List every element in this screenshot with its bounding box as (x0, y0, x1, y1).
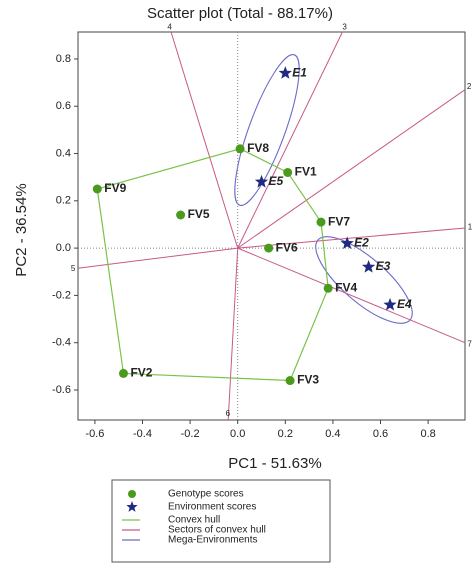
y-tick-label: 0.2 (56, 195, 71, 207)
genotype-point (285, 376, 295, 386)
point-label: E3 (376, 259, 391, 273)
convex-hull (96, 148, 329, 382)
genotype-point (118, 368, 128, 378)
sector-ray (237, 89, 466, 249)
ellipse (234, 54, 300, 206)
sector-ray (237, 227, 466, 249)
sector-label: 3 (342, 23, 347, 32)
sector-ray (227, 248, 239, 421)
y-tick-label: 0.0 (56, 242, 71, 254)
point-label: FV6 (276, 240, 298, 254)
sector-label: 7 (467, 340, 472, 349)
x-tick-label: 0.2 (278, 428, 293, 440)
sector-label: 4 (167, 22, 172, 31)
legend-marker (126, 501, 138, 512)
environment-point (361, 260, 376, 273)
x-tick-label: -0.2 (181, 428, 200, 440)
environment-point (278, 66, 292, 79)
point-label: FV2 (130, 366, 152, 380)
legend-label: Sectors of convex hull (168, 525, 266, 536)
environment-point (383, 297, 397, 311)
point-label: E1 (292, 65, 307, 79)
environment-point (254, 174, 269, 188)
y-axis-label: PC2 - 36.54% (13, 183, 30, 276)
point-label: FV7 (328, 214, 350, 228)
point-label: E4 (397, 297, 412, 311)
mega-environment-ellipses (234, 54, 413, 324)
x-tick-label: 0.0 (230, 428, 245, 440)
sector-ray (77, 247, 238, 269)
point-label: E2 (354, 236, 369, 250)
y-tick-label: -0.2 (52, 289, 71, 301)
sector-label: 2 (467, 82, 472, 91)
chart-title: Scatter plot (Total - 88.17%) (147, 5, 333, 22)
x-tick-label: -0.4 (133, 428, 152, 440)
sector-label: 6 (226, 409, 231, 418)
plot-frame (77, 31, 466, 421)
genotype-point (283, 167, 293, 177)
genotype-point (235, 144, 245, 154)
sector-ray (237, 31, 343, 249)
point-label: FV9 (104, 181, 126, 195)
y-tick-label: 0.8 (56, 53, 71, 65)
sector-ray (170, 31, 239, 249)
y-tick-label: 0.4 (56, 147, 71, 159)
sector-label: 5 (71, 264, 76, 273)
point-label: FV3 (297, 373, 319, 387)
legend-label: Convex hull (168, 515, 220, 526)
point-label: FV8 (247, 141, 269, 155)
sector-ray (237, 247, 466, 344)
genotype-point (92, 184, 102, 194)
legend-label: Genotype scores (168, 489, 244, 500)
x-tick-label: -0.6 (85, 428, 104, 440)
genotype-point (264, 243, 274, 253)
x-tick-label: 0.6 (373, 428, 388, 440)
sector-label: 1 (468, 223, 473, 232)
genotype-point (176, 210, 186, 220)
point-label: FV5 (188, 207, 210, 221)
legend-label: Environment scores (168, 502, 256, 513)
x-axis-label: PC1 - 51.63% (228, 455, 321, 472)
point-label: FV1 (295, 165, 317, 179)
legend-marker (128, 490, 136, 498)
x-tick-label: 0.4 (325, 428, 340, 440)
legend-box (111, 479, 331, 563)
point-label: FV4 (335, 280, 357, 294)
y-tick-label: -0.6 (52, 384, 71, 396)
x-tick-label: 0.8 (420, 428, 435, 440)
point-label: E5 (269, 174, 284, 188)
y-tick-label: -0.4 (52, 337, 71, 349)
environment-point (340, 236, 354, 250)
genotype-point (316, 217, 326, 227)
y-tick-label: 0.6 (56, 100, 71, 112)
legend-label: Mega-Environments (168, 535, 257, 546)
genotype-point (323, 283, 333, 293)
